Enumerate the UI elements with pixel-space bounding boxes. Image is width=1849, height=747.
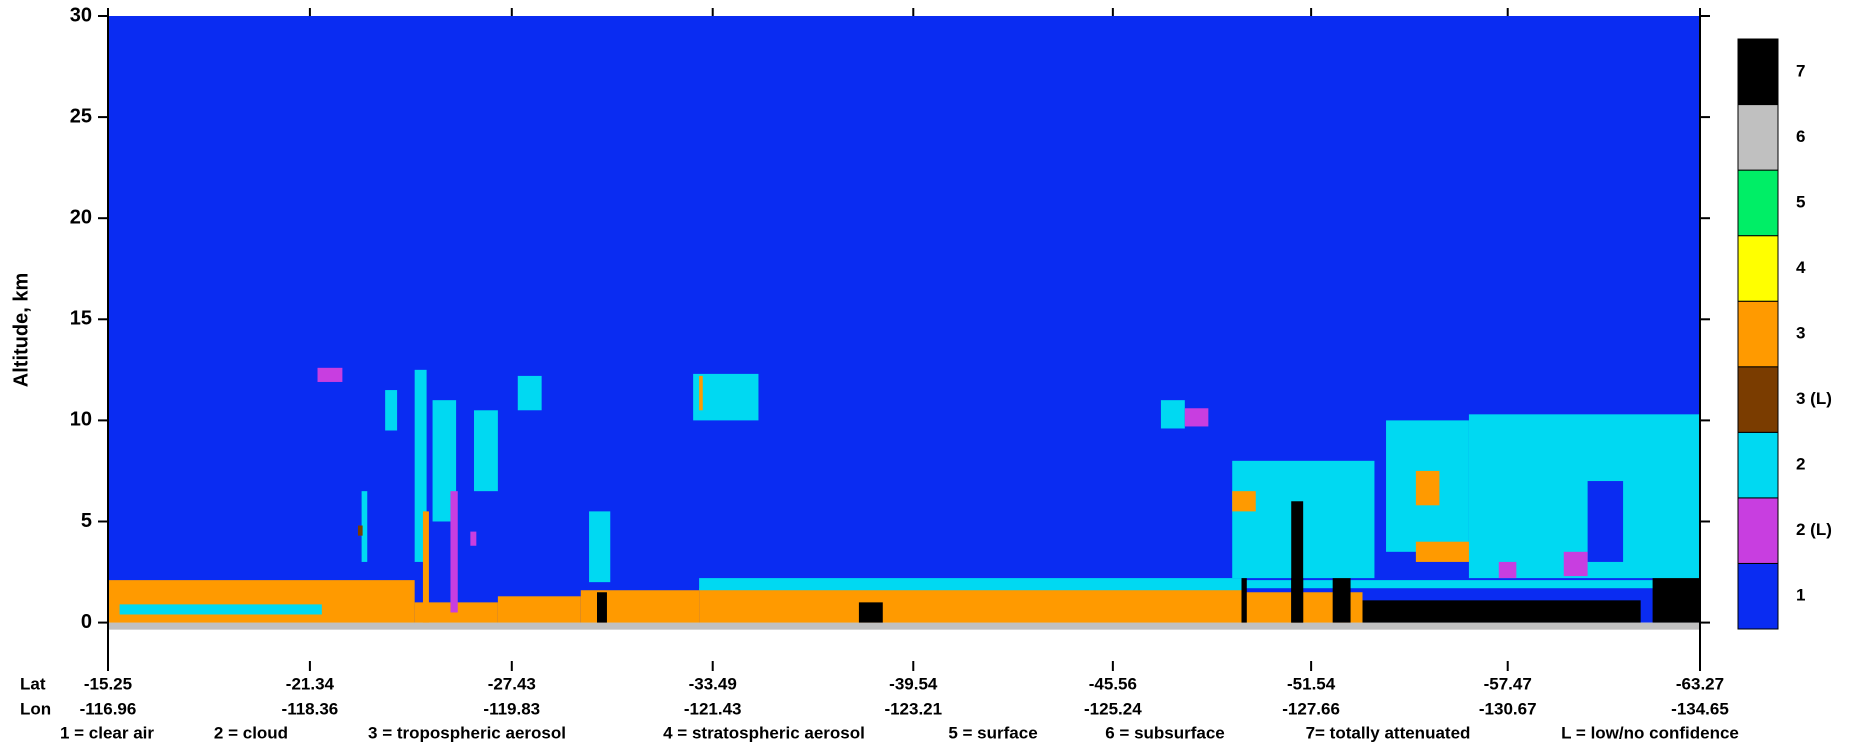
y-tick-label: 15 bbox=[70, 308, 92, 330]
y-tick-label: 25 bbox=[70, 105, 92, 127]
colorbar-swatch bbox=[1738, 301, 1778, 367]
feature bbox=[1161, 400, 1185, 428]
feature bbox=[1232, 491, 1256, 511]
feature bbox=[385, 390, 397, 430]
y-axis-label: Altitude, km bbox=[10, 273, 32, 387]
feature bbox=[450, 491, 457, 612]
feature bbox=[498, 596, 581, 622]
feature-layer bbox=[108, 16, 1700, 630]
feature bbox=[1232, 461, 1374, 578]
x-tick-label: -51.54 bbox=[1287, 674, 1336, 693]
x-tick-label: -39.54 bbox=[889, 674, 938, 693]
x-tick-label: -116.96 bbox=[80, 699, 137, 718]
legend-entry: 7= totally attenuated bbox=[1306, 723, 1471, 742]
page: Altitude, km Lat Lon 051015202530-15.25-… bbox=[0, 0, 1849, 747]
x-row-label: Lat bbox=[20, 674, 46, 693]
colorbar-swatch bbox=[1738, 563, 1778, 629]
x-tick-label: -130.67 bbox=[1479, 699, 1537, 718]
feature bbox=[1363, 600, 1641, 622]
colorbar-swatch bbox=[1738, 170, 1778, 236]
feature bbox=[699, 376, 703, 410]
x-tick-label: -127.66 bbox=[1282, 699, 1340, 718]
feature bbox=[1564, 552, 1588, 576]
x-tick-label: -134.65 bbox=[1671, 699, 1729, 718]
y-tick-label: 5 bbox=[81, 510, 92, 532]
x-tick-label: -15.25 bbox=[84, 674, 132, 693]
feature bbox=[589, 511, 610, 582]
legend-entry: 6 = subsurface bbox=[1105, 723, 1225, 742]
x-tick-label: -21.34 bbox=[286, 674, 335, 693]
colorbar-label: 5 bbox=[1796, 192, 1805, 211]
y-tick-label: 20 bbox=[70, 206, 92, 228]
feature bbox=[1416, 471, 1440, 505]
x-tick-label: -119.83 bbox=[483, 699, 540, 718]
y-tick-label: 0 bbox=[81, 611, 92, 633]
colorbar-swatch bbox=[1738, 367, 1778, 433]
x-tick-label: -57.47 bbox=[1484, 674, 1532, 693]
x-tick-label: -118.36 bbox=[282, 699, 339, 718]
colorbar-swatch bbox=[1738, 432, 1778, 498]
x-tick-label: -33.49 bbox=[689, 674, 737, 693]
legend-entry: 5 = surface bbox=[948, 723, 1037, 742]
colorbar-label: 2 (L) bbox=[1796, 520, 1832, 539]
feature bbox=[518, 376, 542, 410]
colorbar-swatch bbox=[1738, 498, 1778, 564]
feature bbox=[1244, 580, 1658, 588]
feature bbox=[470, 532, 476, 546]
colorbar-swatch bbox=[1738, 105, 1778, 171]
feature bbox=[474, 410, 498, 491]
feature bbox=[423, 511, 429, 622]
feature bbox=[699, 588, 1244, 622]
feature bbox=[1291, 501, 1303, 622]
feature bbox=[318, 368, 343, 382]
x-tick-label: -45.56 bbox=[1089, 674, 1137, 693]
feature bbox=[859, 602, 883, 622]
feature bbox=[1499, 562, 1517, 578]
feature bbox=[358, 526, 363, 536]
legend-entry: 4 = stratospheric aerosol bbox=[663, 723, 865, 742]
x-tick-label: -121.43 bbox=[684, 699, 742, 718]
colorbar-label: 3 (L) bbox=[1796, 389, 1832, 408]
colorbar-label: 4 bbox=[1796, 258, 1806, 277]
colorbar-label: 3 bbox=[1796, 323, 1805, 342]
x-row-label: Lon bbox=[20, 699, 51, 718]
feature bbox=[699, 578, 1244, 590]
legend-entry: 3 = tropospheric aerosol bbox=[368, 723, 566, 742]
feature bbox=[693, 374, 758, 421]
colorbar-label: 7 bbox=[1796, 61, 1805, 80]
x-tick-label: -123.21 bbox=[884, 699, 942, 718]
x-tick-label: -27.43 bbox=[488, 674, 536, 693]
feature bbox=[1588, 481, 1623, 562]
chart: Altitude, km Lat Lon 051015202530-15.25-… bbox=[0, 0, 1849, 747]
feature bbox=[108, 623, 1700, 630]
colorbar-swatch bbox=[1738, 39, 1778, 105]
feature bbox=[597, 592, 607, 622]
colorbar-label: 1 bbox=[1796, 586, 1805, 605]
feature bbox=[108, 580, 415, 622]
y-tick-label: 10 bbox=[70, 409, 92, 431]
legend-entry: 1 = clear air bbox=[60, 723, 154, 742]
x-tick-label: -125.24 bbox=[1084, 699, 1142, 718]
colorbar-swatch bbox=[1738, 236, 1778, 302]
feature bbox=[1185, 408, 1209, 426]
colorbar-label: 2 bbox=[1796, 455, 1805, 474]
legend-entry: 2 = cloud bbox=[214, 723, 288, 742]
colorbar-label: 6 bbox=[1796, 127, 1805, 146]
legend-entry: L = low/no confidence bbox=[1561, 723, 1739, 742]
y-tick-label: 30 bbox=[70, 4, 92, 26]
feature bbox=[120, 604, 322, 614]
x-tick-label: -63.27 bbox=[1676, 674, 1724, 693]
